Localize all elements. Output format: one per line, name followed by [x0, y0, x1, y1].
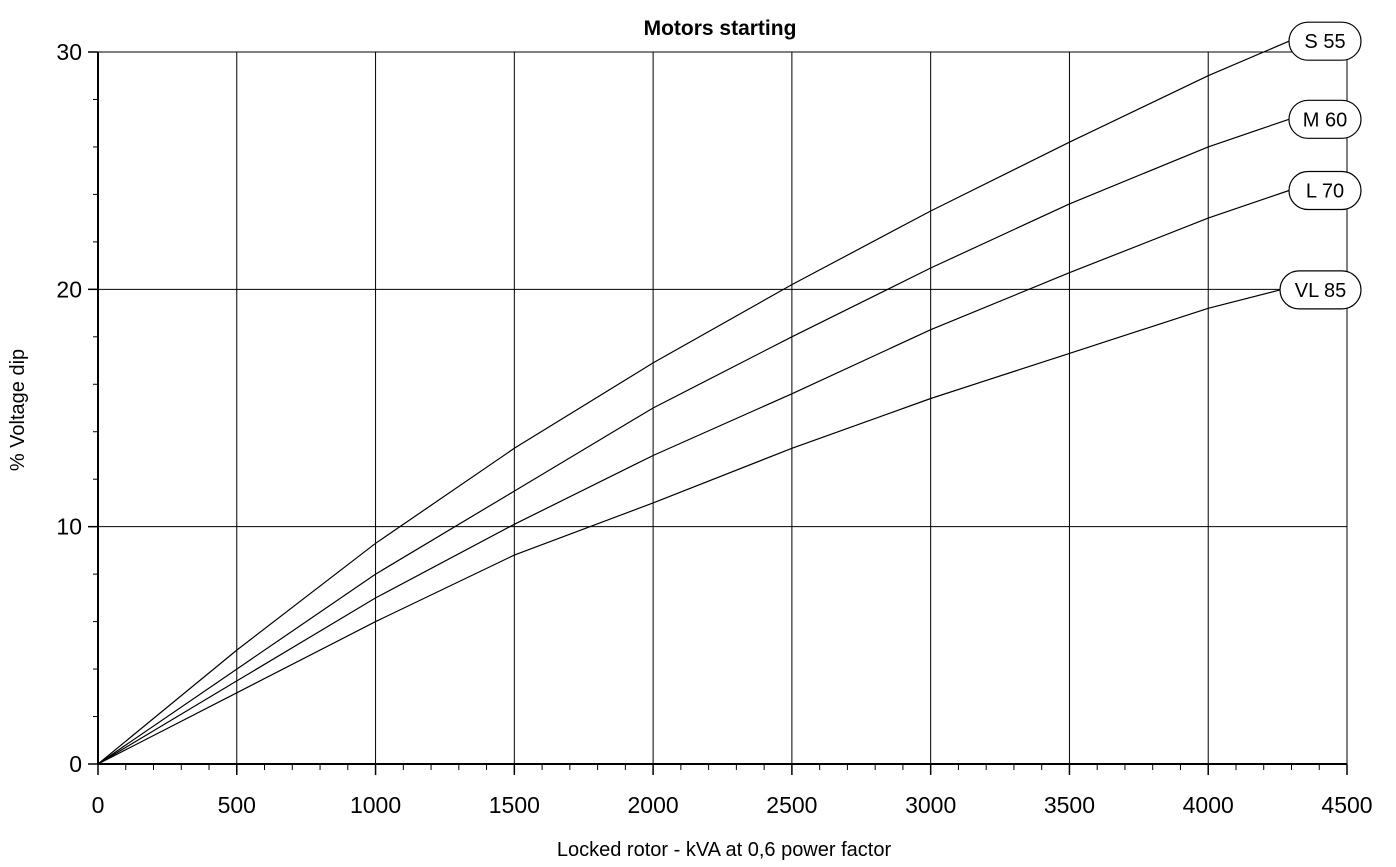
- x-tick-label: 3500: [1044, 792, 1095, 818]
- x-tick-label: 4500: [1321, 792, 1372, 818]
- x-tick-label: 1000: [350, 792, 401, 818]
- series-label: M 60: [1303, 109, 1347, 131]
- x-tick-label: 1500: [489, 792, 540, 818]
- series-label-pill: [1288, 21, 1362, 61]
- x-tick-label: 4000: [1183, 792, 1234, 818]
- tick-labels: 0 500 1000 1500 2000 2500 3000 3500 4000 4500 0 10 2…: [56, 39, 1372, 818]
- series-label: L 70: [1306, 181, 1344, 203]
- series-line: [97, 289, 1281, 765]
- axes: [97, 52, 1347, 765]
- y-tick-label: 30: [56, 39, 82, 65]
- y-tick-label: 20: [56, 276, 82, 302]
- series-line: [97, 189, 1290, 765]
- series-label-pill: [1288, 99, 1362, 139]
- series-labels: S 55 M 60 L 70 VL 85: [1279, 21, 1362, 310]
- y-tick-label: 0: [69, 751, 82, 777]
- x-tick-label: 3000: [905, 792, 956, 818]
- series-line: [97, 118, 1290, 765]
- x-tick-label: 0: [92, 792, 105, 818]
- x-tick-label: 2000: [628, 792, 679, 818]
- x-tick-label: 500: [218, 792, 256, 818]
- x-tick-label: 2500: [766, 792, 817, 818]
- y-axis-label: % Voltage dip: [7, 349, 29, 471]
- grid: [98, 51, 1348, 764]
- ticks: [88, 51, 1348, 775]
- series-label: VL 85: [1295, 280, 1347, 302]
- y-tick-label: 10: [56, 514, 82, 540]
- series-label: S 55: [1304, 31, 1345, 53]
- series-lines: [97, 40, 1290, 765]
- series-label-pill: [1279, 270, 1362, 310]
- x-axis-label: Locked rotor - kVA at 0,6 power factor: [557, 839, 892, 861]
- series-label-pill: [1288, 170, 1362, 211]
- series-line: [97, 40, 1290, 765]
- chart-title: Motors starting: [644, 17, 797, 40]
